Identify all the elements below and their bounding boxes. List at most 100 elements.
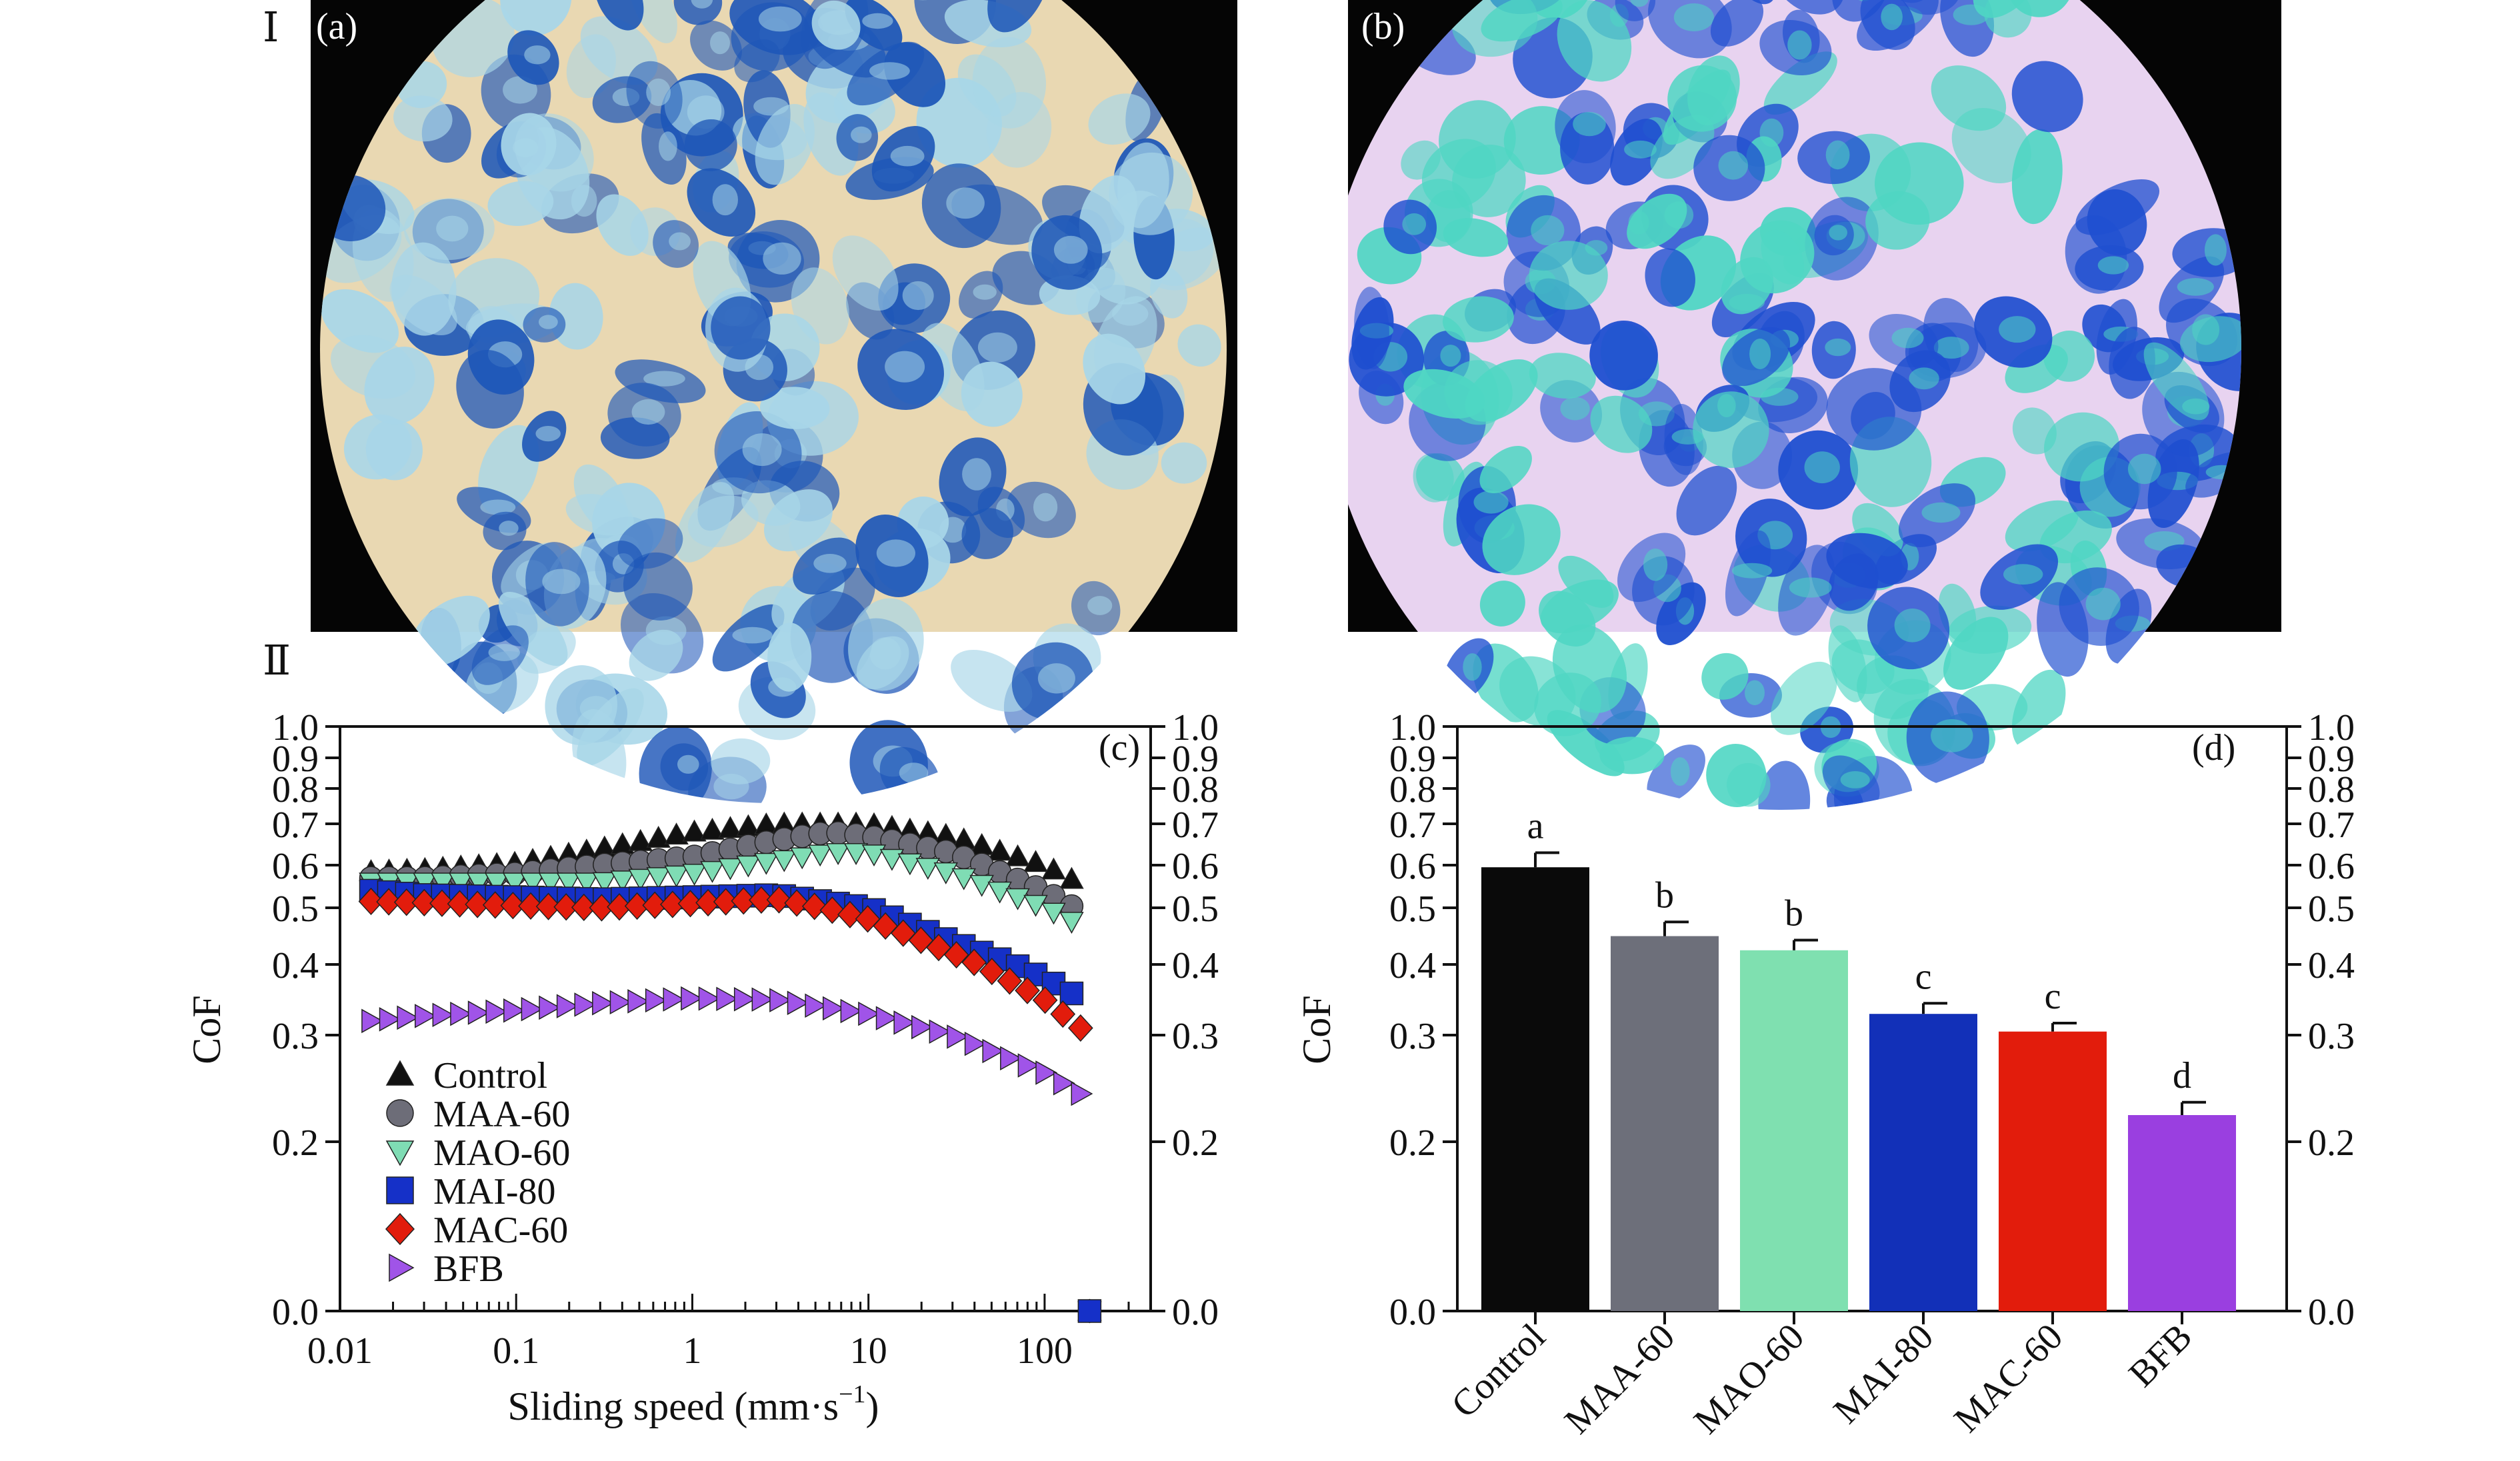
chart-c-point	[484, 872, 509, 895]
chart-c-series-bfb	[361, 986, 1093, 1106]
micrograph-b-cell	[2075, 179, 2160, 235]
chart-d-bar	[1481, 867, 1589, 1311]
micrograph-a-cell	[710, 31, 730, 55]
chart-c-point	[465, 890, 491, 918]
micrograph-b-cell	[2043, 331, 2095, 382]
micrograph-a-cell	[503, 76, 537, 104]
chart-c-point	[982, 1038, 1005, 1064]
chart-c-axes: 0.0 0.00.2 0.20.3 0.30.4 0.40.5 0.50.6 0.60.7 0…	[272, 707, 1219, 1372]
chart-d-bar	[2128, 1115, 2236, 1311]
chart-c-point	[1059, 912, 1084, 934]
chart-c-point	[539, 995, 561, 1020]
micrograph-b-cell	[1560, 397, 1590, 421]
micrograph-b-cell	[1627, 193, 1687, 249]
micrograph-a-cell	[811, 0, 861, 50]
micrograph-b-cell	[1826, 368, 1922, 451]
chart-c-point	[695, 888, 721, 917]
micrograph-b-cell	[1482, 504, 1561, 575]
micrograph-b-cell	[1670, 757, 1690, 786]
chart-c-point	[518, 892, 543, 920]
micrograph-b-cell	[1909, 367, 1939, 390]
micrograph-a-cell	[643, 371, 685, 387]
micrograph-a-cell	[977, 332, 1017, 363]
chart-c-point	[571, 893, 597, 922]
chart-c-point	[664, 822, 689, 845]
chart-c-point	[1035, 1060, 1058, 1085]
micrograph-b-cell	[2127, 453, 2161, 485]
chart-c-point	[1041, 902, 1066, 925]
chart-d-bar-group: d BFB	[2121, 1055, 2236, 1395]
chart-c-point	[642, 891, 668, 919]
chart-c-point	[858, 1001, 881, 1026]
micrograph-b-cell	[1749, 339, 1771, 369]
micrograph-b-cell	[1693, 391, 1769, 469]
micrograph-b-cell	[1745, 680, 1765, 706]
chart-c-ylabel: CoF	[185, 995, 229, 1064]
chart-c-ytick-label-right: 0.0	[1172, 1292, 1219, 1333]
chart-c-xtick-label: 10	[850, 1330, 887, 1372]
micrograph-b-cell	[1710, 0, 1764, 47]
micrograph-b-cell	[1804, 451, 1840, 484]
chart-c-point	[733, 986, 756, 1012]
micrograph-b-cell	[1933, 337, 1969, 359]
micrograph-a-cell	[1037, 663, 1075, 694]
chart-c-point	[358, 887, 384, 916]
chart-c-point	[1005, 888, 1030, 910]
chart-c-point	[592, 872, 617, 894]
micrograph-a-cell	[456, 349, 524, 429]
micrograph-a-cell	[403, 198, 495, 261]
chart-d-significance-letter: c	[1915, 956, 1932, 997]
micrograph-a-cell	[876, 539, 915, 567]
chart-d-ytick-label-right: 0.7	[2308, 804, 2355, 846]
chart-c-point	[861, 844, 887, 866]
chart-c-point	[718, 858, 743, 880]
chart-c-legend-label: MAO-60	[433, 1132, 570, 1174]
micrograph-b-cell	[1999, 316, 2036, 343]
micrograph-b-cell	[1573, 111, 1606, 137]
micrograph-a-cell	[764, 489, 833, 552]
chart-d-ytick-label: 1.0	[1389, 707, 1436, 748]
micrograph-a-cell	[711, 296, 771, 360]
chart-c-point	[1032, 986, 1058, 1014]
micrograph-a-cell	[1177, 324, 1221, 367]
micrograph-b-cell	[1440, 345, 1461, 367]
chart-d-bar-group: a Control	[1443, 805, 1589, 1426]
micrograph-b-cell	[1354, 287, 1389, 369]
chart-c-point	[556, 872, 581, 895]
micrograph-a-cell	[851, 126, 872, 143]
micrograph-a-cell	[545, 665, 617, 745]
chart-c-point	[553, 893, 579, 921]
chart-c-ytick-label: 0.2	[272, 1122, 319, 1164]
chart-c-point	[502, 872, 527, 895]
micrograph-a-cell	[669, 232, 691, 251]
chart-c-point	[698, 986, 721, 1011]
chart-d-bar	[1611, 936, 1719, 1311]
micrograph-a-cell	[542, 569, 581, 595]
chart-c-point	[467, 1000, 490, 1025]
chart-c-legend-label: BFB	[433, 1248, 504, 1290]
micrograph-a-cell	[1033, 493, 1058, 522]
micrograph-a-cell	[535, 426, 561, 442]
chart-d-ytick-label-right: 0.2	[2308, 1122, 2355, 1164]
chart-c-point	[819, 896, 845, 924]
chart-c-legend-label: MAC-60	[433, 1210, 568, 1251]
chart-d: 0.0 0.00.2 0.20.3 0.30.4 0.40.5 0.50.6 0.60.7 0…	[1295, 707, 2355, 1442]
chart-d-significance-letter: b	[1785, 892, 1803, 934]
chart-c: 0.0 0.00.2 0.20.3 0.30.4 0.40.5 0.50.6 0.60.7 0…	[185, 707, 1219, 1428]
micrograph-a-cell	[448, 258, 540, 338]
chart-c-point	[485, 999, 508, 1024]
micrograph-a-cell	[488, 644, 520, 661]
micrograph-a-cell	[732, 627, 773, 644]
micrograph-b-cell	[1881, 3, 1903, 31]
micrograph-a-cell	[986, 91, 1052, 168]
chart-d-significance-letter: c	[2045, 976, 2061, 1017]
chart-c-point	[607, 893, 632, 921]
chart-c-ytick-label-right: 0.2	[1172, 1122, 1219, 1164]
micrograph-b-cell	[1590, 395, 1653, 453]
micrograph-b-cell	[1731, 563, 1773, 579]
micrograph-a-cell	[1161, 442, 1207, 484]
micrograph-b-cell	[1531, 215, 1565, 246]
chart-c-point	[447, 890, 473, 918]
